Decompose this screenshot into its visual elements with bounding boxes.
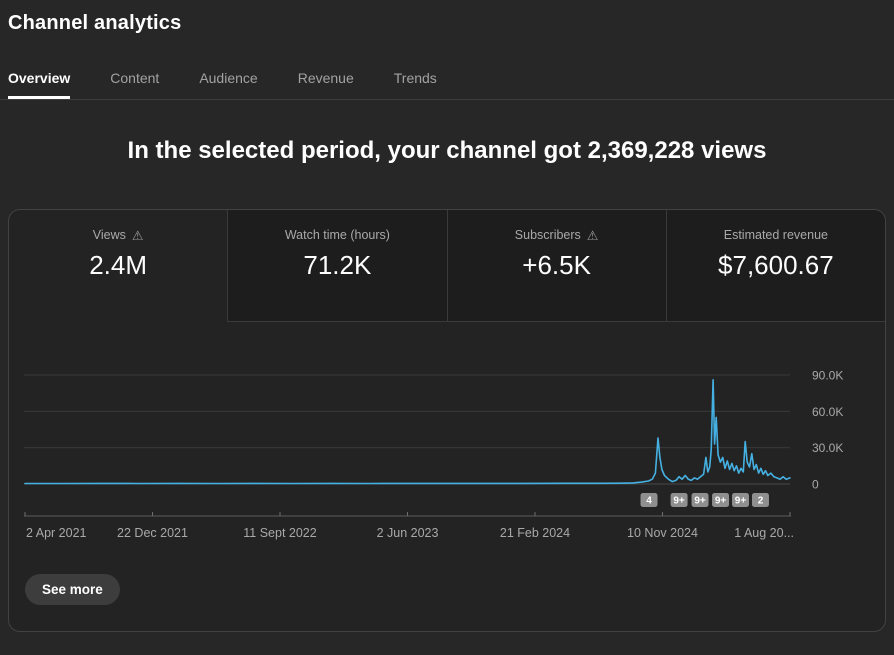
metric-card-estimated-revenue[interactable]: Estimated revenue $7,600.67 (665, 210, 885, 322)
line-chart-svg[interactable]: 0 30.0K 60.0K 90.0K 2 Apr 2021 22 Dec 2021 11 … (9, 349, 885, 554)
summary-headline: In the selected period, your channel got… (127, 137, 767, 164)
metric-card-label-row: Views ⚠ (9, 228, 227, 242)
y-axis-tick-label: 30.0K (812, 441, 843, 455)
tab-trends[interactable]: Trends (393, 70, 437, 86)
x-axis-tick-label: 11 Sept 2022 (243, 526, 316, 540)
metric-cards-row: Views ⚠ 2.4M Watch time (hours) 71.2K Su… (9, 210, 885, 322)
metric-value: 71.2K (303, 250, 372, 280)
metric-label: Estimated revenue (723, 228, 828, 242)
see-more-button[interactable]: See more (25, 574, 120, 605)
y-axis-tick-label: 0 (812, 478, 819, 492)
warning-icon: ⚠ (586, 227, 599, 243)
x-axis-tick-label: 1 Aug 20... (734, 526, 794, 540)
tab-content[interactable]: Content (110, 70, 160, 86)
video-marker-badge[interactable] (691, 493, 709, 507)
video-marker-badge-label: 9+ (673, 496, 685, 507)
y-axis-tick-label: 90.0K (812, 369, 843, 383)
metric-label: Watch time (hours) (284, 228, 390, 242)
metric-card-label-row: Estimated revenue (667, 228, 885, 242)
video-marker-badge-label: 2 (758, 496, 764, 507)
warning-icon: ⚠ (131, 227, 144, 243)
metric-card-watch-time[interactable]: Watch time (hours) 71.2K (227, 210, 447, 322)
metric-value: +6.5K (522, 250, 591, 280)
metric-card-label-row: Watch time (hours) (228, 228, 446, 242)
metric-label: Views (92, 228, 126, 242)
video-marker-badge-label: 9+ (715, 496, 727, 507)
x-axis-tick-label: 10 Nov 2024 (627, 526, 698, 540)
views-line-chart[interactable]: 0 30.0K 60.0K 90.0K 2 Apr 2021 22 Dec 2021 11 … (9, 349, 885, 554)
tab-revenue[interactable]: Revenue (297, 70, 354, 86)
page-title: Channel analytics (8, 12, 182, 34)
x-axis-tick-label: 2 Apr 2021 (26, 526, 87, 540)
metric-value: $7,600.67 (718, 250, 834, 280)
x-axis-tick-label: 2 Jun 2023 (377, 526, 439, 540)
video-marker-badge[interactable] (751, 493, 769, 507)
views-series-line (24, 379, 791, 485)
tab-overview[interactable]: Overview (8, 60, 71, 99)
video-marker-badge[interactable] (640, 493, 658, 507)
x-axis-tick-label: 21 Feb 2024 (500, 526, 570, 540)
video-marker-badge[interactable] (732, 493, 750, 507)
y-axis-tick-label: 60.0K (812, 405, 843, 419)
analytics-panel: Views ⚠ 2.4M Watch time (hours) 71.2K Su… (8, 209, 886, 632)
page-header: Channel analytics (0, 0, 894, 35)
metric-label: Subscribers (514, 228, 581, 242)
metric-card-label-row: Subscribers ⚠ (448, 228, 666, 242)
video-marker-badge[interactable] (712, 493, 730, 507)
video-marker-badge-label: 9+ (735, 496, 747, 507)
video-marker-badge[interactable] (670, 493, 688, 507)
tab-audience[interactable]: Audience (199, 70, 258, 86)
metric-card-subscribers[interactable]: Subscribers ⚠ +6.5K (446, 210, 666, 322)
analytics-tabbar: Overview Content Audience Revenue Trends (0, 60, 894, 100)
video-marker-badge-label: 9+ (694, 496, 706, 507)
video-marker-badge-label: 4 (646, 496, 652, 507)
x-axis-tick-label: 22 Dec 2021 (117, 526, 188, 540)
metric-card-views[interactable]: Views ⚠ 2.4M (9, 210, 227, 322)
metric-value: 2.4M (89, 250, 148, 280)
